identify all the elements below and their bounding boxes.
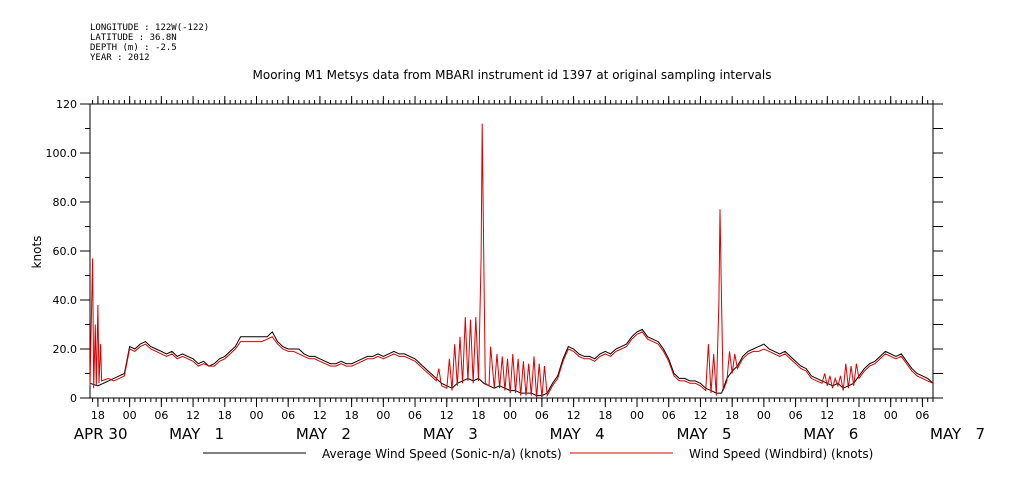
x-hour-label: 12 (313, 409, 327, 422)
x-hour-label: 18 (345, 409, 359, 422)
series-windbird-wind-speed (89, 123, 934, 399)
x-date-label: MAY 4 (550, 425, 605, 443)
y-tick-label: 120 (56, 98, 77, 111)
x-hour-label: 06 (915, 409, 929, 422)
x-hour-label: 12 (567, 409, 581, 422)
x-axis-ticks: 18 00 06 12 18 00 06 12 18 00 06 12 18 00 06 12 18 00 06 12… (91, 96, 929, 422)
x-date-label: MAY 5 (676, 425, 731, 443)
legend-label-windbird: Wind Speed (Windbird) (knots) (689, 447, 873, 461)
x-hour-label: 00 (757, 409, 771, 422)
x-date-label: MAY 6 (803, 425, 858, 443)
x-date-label: MAY 7 (930, 425, 985, 443)
legend: Average Wind Speed (Sonic-n/a) (knots) W… (203, 447, 873, 461)
x-hour-label: 06 (789, 409, 803, 422)
legend-label-average: Average Wind Speed (Sonic-n/a) (knots) (322, 447, 562, 461)
y-tick-label: 40.0 (53, 294, 78, 307)
station-metadata: LONGITUDE : 122W(-122) LATITUDE : 36.8N … (90, 23, 209, 63)
x-date-label: MAY 3 (423, 425, 478, 443)
y-tick-label: 100.0 (46, 147, 78, 160)
x-hour-label: 00 (884, 409, 898, 422)
plot-frame (89, 103, 934, 399)
chart-title: Mooring M1 Metsys data from MBARI instru… (253, 68, 772, 82)
x-date-label: APR 30 (74, 425, 128, 443)
x-hour-label: 18 (218, 409, 232, 422)
y-axis-ticks: 0 20.0 40.0 60.0 80.0 100.0 120 (46, 98, 90, 405)
x-hour-label: 12 (693, 409, 707, 422)
x-hour-label: 06 (154, 409, 168, 422)
x-hour-label: 06 (281, 409, 295, 422)
x-hour-label: 18 (471, 409, 485, 422)
meta-latitude: LATITUDE : 36.8N (90, 33, 177, 43)
series-layer (89, 123, 934, 399)
x-hour-label: 00 (630, 409, 644, 422)
x-date-label: MAY 1 (169, 425, 224, 443)
x-hour-label: 12 (186, 409, 200, 422)
y-tick-label: 20.0 (53, 343, 78, 356)
series-average-wind-speed (89, 328, 934, 397)
y-tick-label: 80.0 (53, 196, 78, 209)
y-tick-label: 60.0 (53, 245, 78, 258)
meta-year: YEAR : 2012 (90, 53, 150, 63)
x-hour-label: 12 (820, 409, 834, 422)
y-axis-label: knots (30, 236, 44, 269)
x-hour-label: 12 (440, 409, 454, 422)
x-hour-label: 00 (249, 409, 263, 422)
x-hour-label: 00 (376, 409, 390, 422)
x-hour-label: 06 (662, 409, 676, 422)
x-hour-label: 18 (91, 409, 105, 422)
x-hour-label: 18 (598, 409, 612, 422)
y-tick-label: 0 (70, 392, 77, 405)
x-date-label: MAY 2 (296, 425, 351, 443)
x-hour-label: 00 (503, 409, 517, 422)
x-hour-label: 00 (123, 409, 137, 422)
meta-longitude: LONGITUDE : 122W(-122) (90, 23, 209, 33)
x-hour-label: 18 (725, 409, 739, 422)
x-hour-label: 06 (535, 409, 549, 422)
x-hour-label: 06 (408, 409, 422, 422)
x-axis-date-labels: APR 30 MAY 1 MAY 2 MAY 3 MAY 4 MAY 5 MAY 6 MAY … (74, 425, 985, 443)
x-hour-label: 18 (852, 409, 866, 422)
minor-ticks (85, 100, 943, 402)
meta-depth: DEPTH (m) : -2.5 (90, 43, 177, 53)
